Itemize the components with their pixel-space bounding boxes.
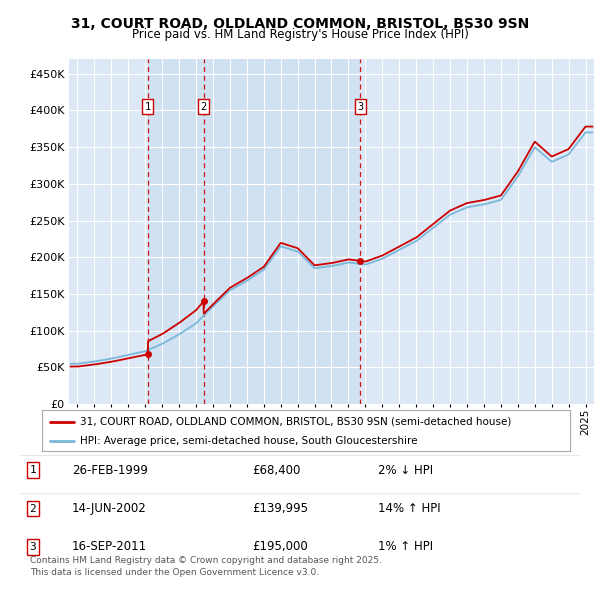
Text: 2: 2	[200, 101, 207, 112]
Text: 16-SEP-2011: 16-SEP-2011	[72, 540, 147, 553]
Text: Contains HM Land Registry data © Crown copyright and database right 2025.
This d: Contains HM Land Registry data © Crown c…	[30, 556, 382, 577]
Text: Price paid vs. HM Land Registry's House Price Index (HPI): Price paid vs. HM Land Registry's House …	[131, 28, 469, 41]
Text: 31, COURT ROAD, OLDLAND COMMON, BRISTOL, BS30 9SN (semi-detached house): 31, COURT ROAD, OLDLAND COMMON, BRISTOL,…	[80, 417, 511, 427]
Text: 26-FEB-1999: 26-FEB-1999	[72, 464, 148, 477]
Text: 2% ↓ HPI: 2% ↓ HPI	[378, 464, 433, 477]
Bar	[203, 59, 361, 404]
Text: 14% ↑ HPI: 14% ↑ HPI	[378, 502, 440, 515]
Bar	[148, 59, 203, 404]
Text: 2: 2	[29, 504, 37, 513]
Text: 3: 3	[29, 542, 37, 552]
Text: 1: 1	[29, 466, 37, 475]
Text: £68,400: £68,400	[252, 464, 301, 477]
Text: 14-JUN-2002: 14-JUN-2002	[72, 502, 147, 515]
Text: 1% ↑ HPI: 1% ↑ HPI	[378, 540, 433, 553]
Text: 1: 1	[145, 101, 151, 112]
Text: £139,995: £139,995	[252, 502, 308, 515]
Text: HPI: Average price, semi-detached house, South Gloucestershire: HPI: Average price, semi-detached house,…	[80, 436, 418, 446]
Text: 3: 3	[358, 101, 364, 112]
Text: £195,000: £195,000	[252, 540, 308, 553]
Text: 31, COURT ROAD, OLDLAND COMMON, BRISTOL, BS30 9SN: 31, COURT ROAD, OLDLAND COMMON, BRISTOL,…	[71, 17, 529, 31]
